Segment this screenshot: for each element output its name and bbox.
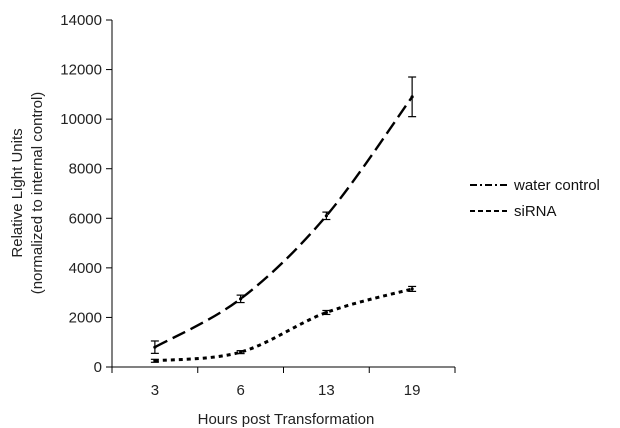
y-axis: 0 2000 4000 6000 8000 10000 12000 14000 <box>60 12 113 376</box>
y-tick-label: 14000 <box>60 12 102 29</box>
data-point <box>410 287 414 291</box>
y-tick-label: 0 <box>94 359 102 376</box>
legend: water control siRNA <box>470 177 600 220</box>
legend-label-sirna: siRNA <box>514 203 557 220</box>
y-axis-title: Relative Light Units (normalized to inte… <box>9 92 46 295</box>
y-tick-label: 4000 <box>69 260 102 277</box>
x-axis-title: Hours post Transformation <box>198 411 375 428</box>
y-tick-label: 10000 <box>60 111 102 128</box>
x-tick-label: 3 <box>151 382 159 399</box>
series-water-control <box>150 76 417 354</box>
data-point <box>324 310 328 315</box>
y-axis-title-line2: (normalized to internal control) <box>29 92 46 295</box>
x-tick-label: 6 <box>236 382 244 399</box>
x-tick-label: 19 <box>404 382 421 399</box>
y-tick-label: 6000 <box>69 210 102 227</box>
series-sirna <box>150 285 417 363</box>
data-point <box>410 95 414 99</box>
y-tick-label: 8000 <box>69 161 102 178</box>
y-axis-title-line1: Relative Light Units <box>9 128 26 257</box>
y-tick-label: 2000 <box>69 309 102 326</box>
x-axis: 3 6 13 19 <box>111 366 456 399</box>
data-point <box>239 297 243 301</box>
data-point <box>239 350 243 354</box>
series-line-sirna <box>154 287 413 363</box>
series-line-water-control <box>154 96 414 349</box>
data-point <box>153 345 157 349</box>
data-point <box>324 214 328 218</box>
data-point <box>153 359 157 363</box>
legend-label-water-control: water control <box>513 177 600 194</box>
series-layer <box>150 76 417 363</box>
y-tick-label: 12000 <box>60 62 102 79</box>
legend-item-water-control: water control <box>470 177 600 194</box>
x-tick-label: 13 <box>318 382 335 399</box>
legend-item-sirna: siRNA <box>470 203 557 220</box>
